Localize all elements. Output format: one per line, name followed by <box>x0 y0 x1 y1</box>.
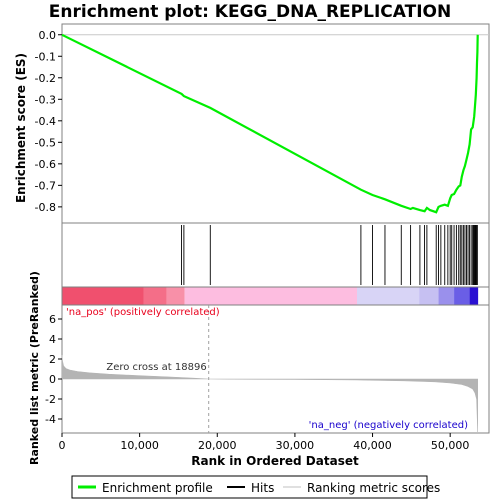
chart-title: Enrichment plot: KEGG_DNA_REPLICATION <box>49 2 451 22</box>
legend-label-hits: Hits <box>251 481 274 495</box>
color-bar-segment <box>184 287 358 305</box>
es-curve-group <box>61 33 489 214</box>
color-bar-segment <box>438 287 455 305</box>
es-y-axis-label: Enrichment score (ES) <box>14 53 28 203</box>
legend-label-metric: Ranking metric scores <box>307 481 440 495</box>
metric-y-tick-label: 0 <box>49 373 56 386</box>
es-y-tick-label: -0.6 <box>35 158 56 171</box>
color-bar-segment <box>469 287 479 305</box>
color-bar-segment <box>454 287 470 305</box>
metric-y-axis: 6 4 2 0 -2 -4 <box>45 313 62 426</box>
metric-y-axis-label: Ranked list metric (PreRanked) <box>28 271 41 465</box>
metric-y-tick-label: 2 <box>49 353 56 366</box>
ranking-metric-area <box>61 354 478 433</box>
positive-correlation-label: 'na_pos' (positively correlated) <box>66 307 220 318</box>
x-tick-label: 30,000 <box>276 439 315 452</box>
es-y-tick-label: -0.5 <box>35 136 56 149</box>
metric-y-tick-label: 6 <box>49 313 56 326</box>
color-bar-segment <box>419 287 439 305</box>
es-y-tick-label: -0.3 <box>35 93 56 106</box>
rank-color-bar <box>62 287 479 305</box>
color-bar-segment <box>143 287 167 305</box>
metric-y-tick-label: 4 <box>49 333 56 346</box>
metric-area-group <box>61 354 478 433</box>
es-y-tick-label: -0.2 <box>35 72 56 85</box>
es-y-tick-label: -0.1 <box>35 50 56 63</box>
color-bar-segment <box>357 287 420 305</box>
x-axis: 0 10,000 20,000 30,000 40,000 50,000 <box>59 433 470 452</box>
x-axis-label: Rank in Ordered Dataset <box>191 454 359 468</box>
es-y-tick-label: -0.4 <box>35 115 56 128</box>
metric-plot-area <box>61 304 490 434</box>
color-bar-segment <box>62 287 144 305</box>
x-tick-label: 0 <box>59 439 66 452</box>
legend-label-enrichment: Enrichment profile <box>102 481 213 495</box>
es-y-tick-label: -0.8 <box>35 201 56 214</box>
color-bar-segment <box>166 287 185 305</box>
es-y-tick-label: -0.7 <box>35 179 56 192</box>
es-y-axis: 0.0 -0.1 -0.2 -0.3 -0.4 -0.5 -0.6 -0.7 -0.8 <box>35 29 62 214</box>
zero-cross-label: Zero cross at 18896 <box>106 362 206 373</box>
es-y-tick-label: 0.0 <box>39 29 57 42</box>
x-tick-label: 20,000 <box>198 439 237 452</box>
metric-y-tick-label: -2 <box>45 393 56 406</box>
x-tick-label: 40,000 <box>353 439 392 452</box>
negative-correlation-label: 'na_neg' (negatively correlated) <box>309 420 468 431</box>
enrichment-profile-line <box>61 33 479 214</box>
x-tick-label: 50,000 <box>431 439 470 452</box>
metric-y-tick-label: -4 <box>45 413 56 426</box>
legend-box <box>71 475 428 499</box>
legend: Enrichment profile Hits Ranking metric s… <box>71 475 440 499</box>
es-plot-area <box>61 23 490 224</box>
hits-plot-area <box>61 222 490 288</box>
hits-group <box>181 225 478 285</box>
x-tick-label: 10,000 <box>120 439 159 452</box>
